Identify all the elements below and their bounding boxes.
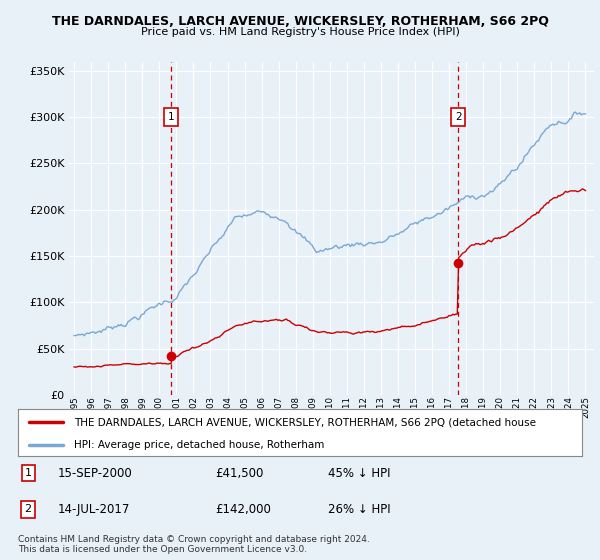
Text: 45% ↓ HPI: 45% ↓ HPI — [328, 467, 391, 480]
Text: £142,000: £142,000 — [215, 503, 271, 516]
Text: 2: 2 — [455, 112, 461, 122]
Text: 14-JUL-2017: 14-JUL-2017 — [58, 503, 130, 516]
Text: 1: 1 — [25, 468, 32, 478]
Text: Contains HM Land Registry data © Crown copyright and database right 2024.
This d: Contains HM Land Registry data © Crown c… — [18, 535, 370, 554]
Text: Price paid vs. HM Land Registry's House Price Index (HPI): Price paid vs. HM Land Registry's House … — [140, 27, 460, 38]
Text: 1: 1 — [168, 112, 175, 122]
Text: THE DARNDALES, LARCH AVENUE, WICKERSLEY, ROTHERHAM, S66 2PQ (detached house: THE DARNDALES, LARCH AVENUE, WICKERSLEY,… — [74, 417, 536, 427]
Text: 15-SEP-2000: 15-SEP-2000 — [58, 467, 132, 480]
Text: THE DARNDALES, LARCH AVENUE, WICKERSLEY, ROTHERHAM, S66 2PQ: THE DARNDALES, LARCH AVENUE, WICKERSLEY,… — [52, 15, 548, 28]
Text: 26% ↓ HPI: 26% ↓ HPI — [328, 503, 391, 516]
Text: HPI: Average price, detached house, Rotherham: HPI: Average price, detached house, Roth… — [74, 440, 325, 450]
Text: 2: 2 — [25, 505, 32, 515]
Text: £41,500: £41,500 — [215, 467, 264, 480]
